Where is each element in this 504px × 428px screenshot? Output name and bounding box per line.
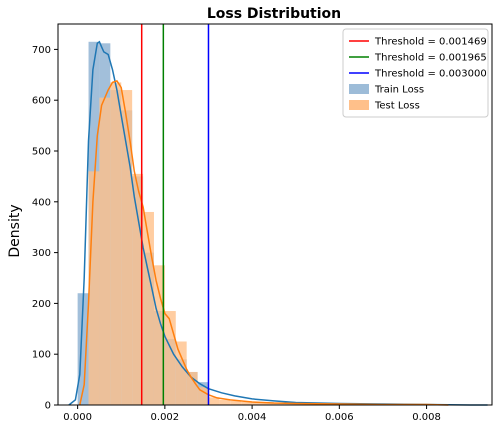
- x-axis-ticks: 0.000 0.002 0.004 0.006 0.008: [63, 405, 441, 423]
- x-tick-label-4: 0.008: [412, 412, 441, 423]
- test-loss-bar-10: [197, 387, 209, 405]
- legend-label-4: Test Loss: [374, 101, 420, 112]
- legend-swatch-test-loss: [349, 100, 369, 110]
- legend-box: [342, 28, 489, 118]
- test-loss-bar-2: [110, 82, 122, 406]
- train-loss-kde-line: [68, 40, 488, 406]
- y-axis-ticks: 0 100 200 300 400 500 600 700: [32, 45, 58, 412]
- test-loss-bar-9: [186, 371, 198, 405]
- test-loss-bar-18: [284, 403, 296, 405]
- test-loss-bar-14: [241, 401, 253, 405]
- y-tick-label-2: 200: [32, 299, 51, 310]
- y-tick-label-0: 0: [45, 401, 51, 412]
- legend-label-1: Threshold = 0.001965: [374, 53, 487, 64]
- y-tick-label-1: 100: [32, 350, 51, 361]
- test-loss-bar-0: [88, 171, 100, 405]
- test-loss-bar-6: [153, 265, 165, 405]
- legend-label-0: Threshold = 0.001469: [374, 37, 487, 48]
- test-loss-bar-8: [175, 341, 187, 405]
- x-tick-label-1: 0.002: [151, 412, 180, 423]
- test-loss-bar-4: [132, 173, 144, 405]
- plot-frame: [57, 23, 493, 406]
- x-tick-label-3: 0.006: [325, 412, 354, 423]
- test-loss-bar-3: [121, 90, 133, 405]
- legend-label-2: Threshold = 0.003000: [374, 69, 487, 80]
- test-loss-bar-7: [164, 311, 176, 405]
- y-axis-label: Density: [7, 204, 23, 257]
- y-tick-label-3: 300: [32, 248, 51, 259]
- legend-label-3: Train Loss: [374, 85, 424, 96]
- histogram-bars: [77, 41, 438, 406]
- test-loss-bar-17: [273, 402, 285, 405]
- legend-swatch-train-loss: [349, 84, 369, 94]
- legend: Threshold = 0.001469 Threshold = 0.001965…: [342, 28, 489, 118]
- x-tick-label-0: 0.000: [63, 412, 92, 423]
- x-tick-label-2: 0.004: [238, 412, 267, 423]
- y-tick-label-4: 400: [32, 197, 51, 208]
- y-tick-label-5: 500: [32, 147, 51, 158]
- test-loss-bar-15: [252, 402, 264, 405]
- chart-title: Loss Distribution: [207, 6, 341, 22]
- y-tick-label-6: 600: [32, 96, 51, 107]
- threshold-lines: [140, 24, 210, 405]
- test-loss-bar-1: [99, 97, 111, 405]
- test-loss-bar-5: [143, 211, 154, 405]
- test-loss-bar-11: [208, 397, 220, 405]
- train-loss-bar-0: [77, 293, 89, 405]
- y-tick-label-7: 700: [32, 45, 51, 56]
- test-loss-bar-16: [263, 402, 274, 405]
- test-loss-bar-12: [219, 399, 231, 405]
- test-loss-bar-13: [230, 400, 242, 405]
- test-loss-bar-20: [306, 403, 318, 405]
